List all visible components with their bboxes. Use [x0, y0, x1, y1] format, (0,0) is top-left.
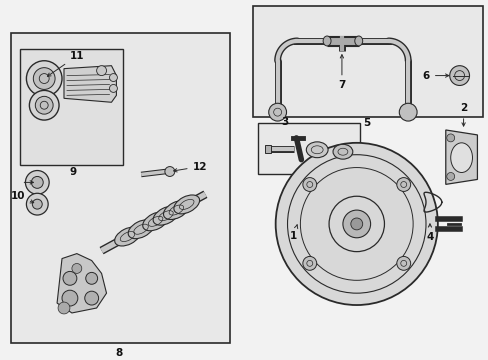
- Ellipse shape: [163, 201, 189, 220]
- Text: 7: 7: [338, 55, 345, 90]
- Circle shape: [446, 134, 454, 142]
- Circle shape: [58, 302, 70, 314]
- Circle shape: [97, 66, 106, 76]
- Circle shape: [399, 103, 416, 121]
- Bar: [252, 6, 482, 117]
- Ellipse shape: [174, 195, 199, 214]
- Circle shape: [268, 103, 286, 121]
- Circle shape: [109, 73, 117, 81]
- Circle shape: [85, 273, 98, 284]
- Circle shape: [396, 256, 410, 270]
- Ellipse shape: [450, 143, 471, 172]
- Circle shape: [72, 264, 81, 273]
- Circle shape: [31, 176, 43, 188]
- Ellipse shape: [323, 36, 330, 46]
- Ellipse shape: [128, 220, 154, 239]
- Ellipse shape: [115, 227, 140, 246]
- Circle shape: [275, 143, 437, 305]
- Circle shape: [302, 177, 316, 192]
- Polygon shape: [57, 253, 106, 313]
- Text: 1: 1: [289, 225, 297, 241]
- Text: 3: 3: [281, 117, 287, 127]
- Text: 10: 10: [11, 191, 34, 203]
- Circle shape: [33, 68, 55, 89]
- Bar: [11, 33, 230, 343]
- Text: 12: 12: [173, 162, 206, 172]
- Circle shape: [302, 256, 316, 270]
- Circle shape: [342, 210, 370, 238]
- Text: 11: 11: [47, 51, 84, 76]
- Circle shape: [63, 271, 77, 285]
- Text: 5: 5: [362, 118, 369, 128]
- Polygon shape: [64, 66, 116, 102]
- Circle shape: [350, 218, 362, 230]
- Text: 4: 4: [426, 224, 433, 242]
- Bar: [20, 49, 123, 165]
- Text: 6: 6: [422, 71, 448, 81]
- Circle shape: [29, 90, 59, 120]
- Bar: [257, 123, 359, 175]
- Circle shape: [84, 291, 99, 305]
- Circle shape: [164, 167, 174, 176]
- Circle shape: [25, 171, 49, 194]
- Circle shape: [396, 177, 410, 192]
- Circle shape: [449, 66, 468, 85]
- Bar: [264, 145, 270, 153]
- Ellipse shape: [142, 212, 168, 231]
- Circle shape: [32, 199, 42, 209]
- Text: 8: 8: [116, 347, 123, 357]
- Circle shape: [62, 290, 78, 306]
- Ellipse shape: [332, 144, 352, 159]
- Circle shape: [109, 85, 117, 93]
- Circle shape: [26, 61, 62, 96]
- Circle shape: [26, 193, 48, 215]
- Ellipse shape: [305, 142, 327, 158]
- Polygon shape: [445, 130, 476, 184]
- Text: 9: 9: [70, 167, 77, 176]
- Circle shape: [35, 96, 53, 114]
- Circle shape: [446, 172, 454, 180]
- Ellipse shape: [354, 36, 362, 46]
- Ellipse shape: [153, 206, 179, 225]
- Text: 2: 2: [459, 103, 466, 126]
